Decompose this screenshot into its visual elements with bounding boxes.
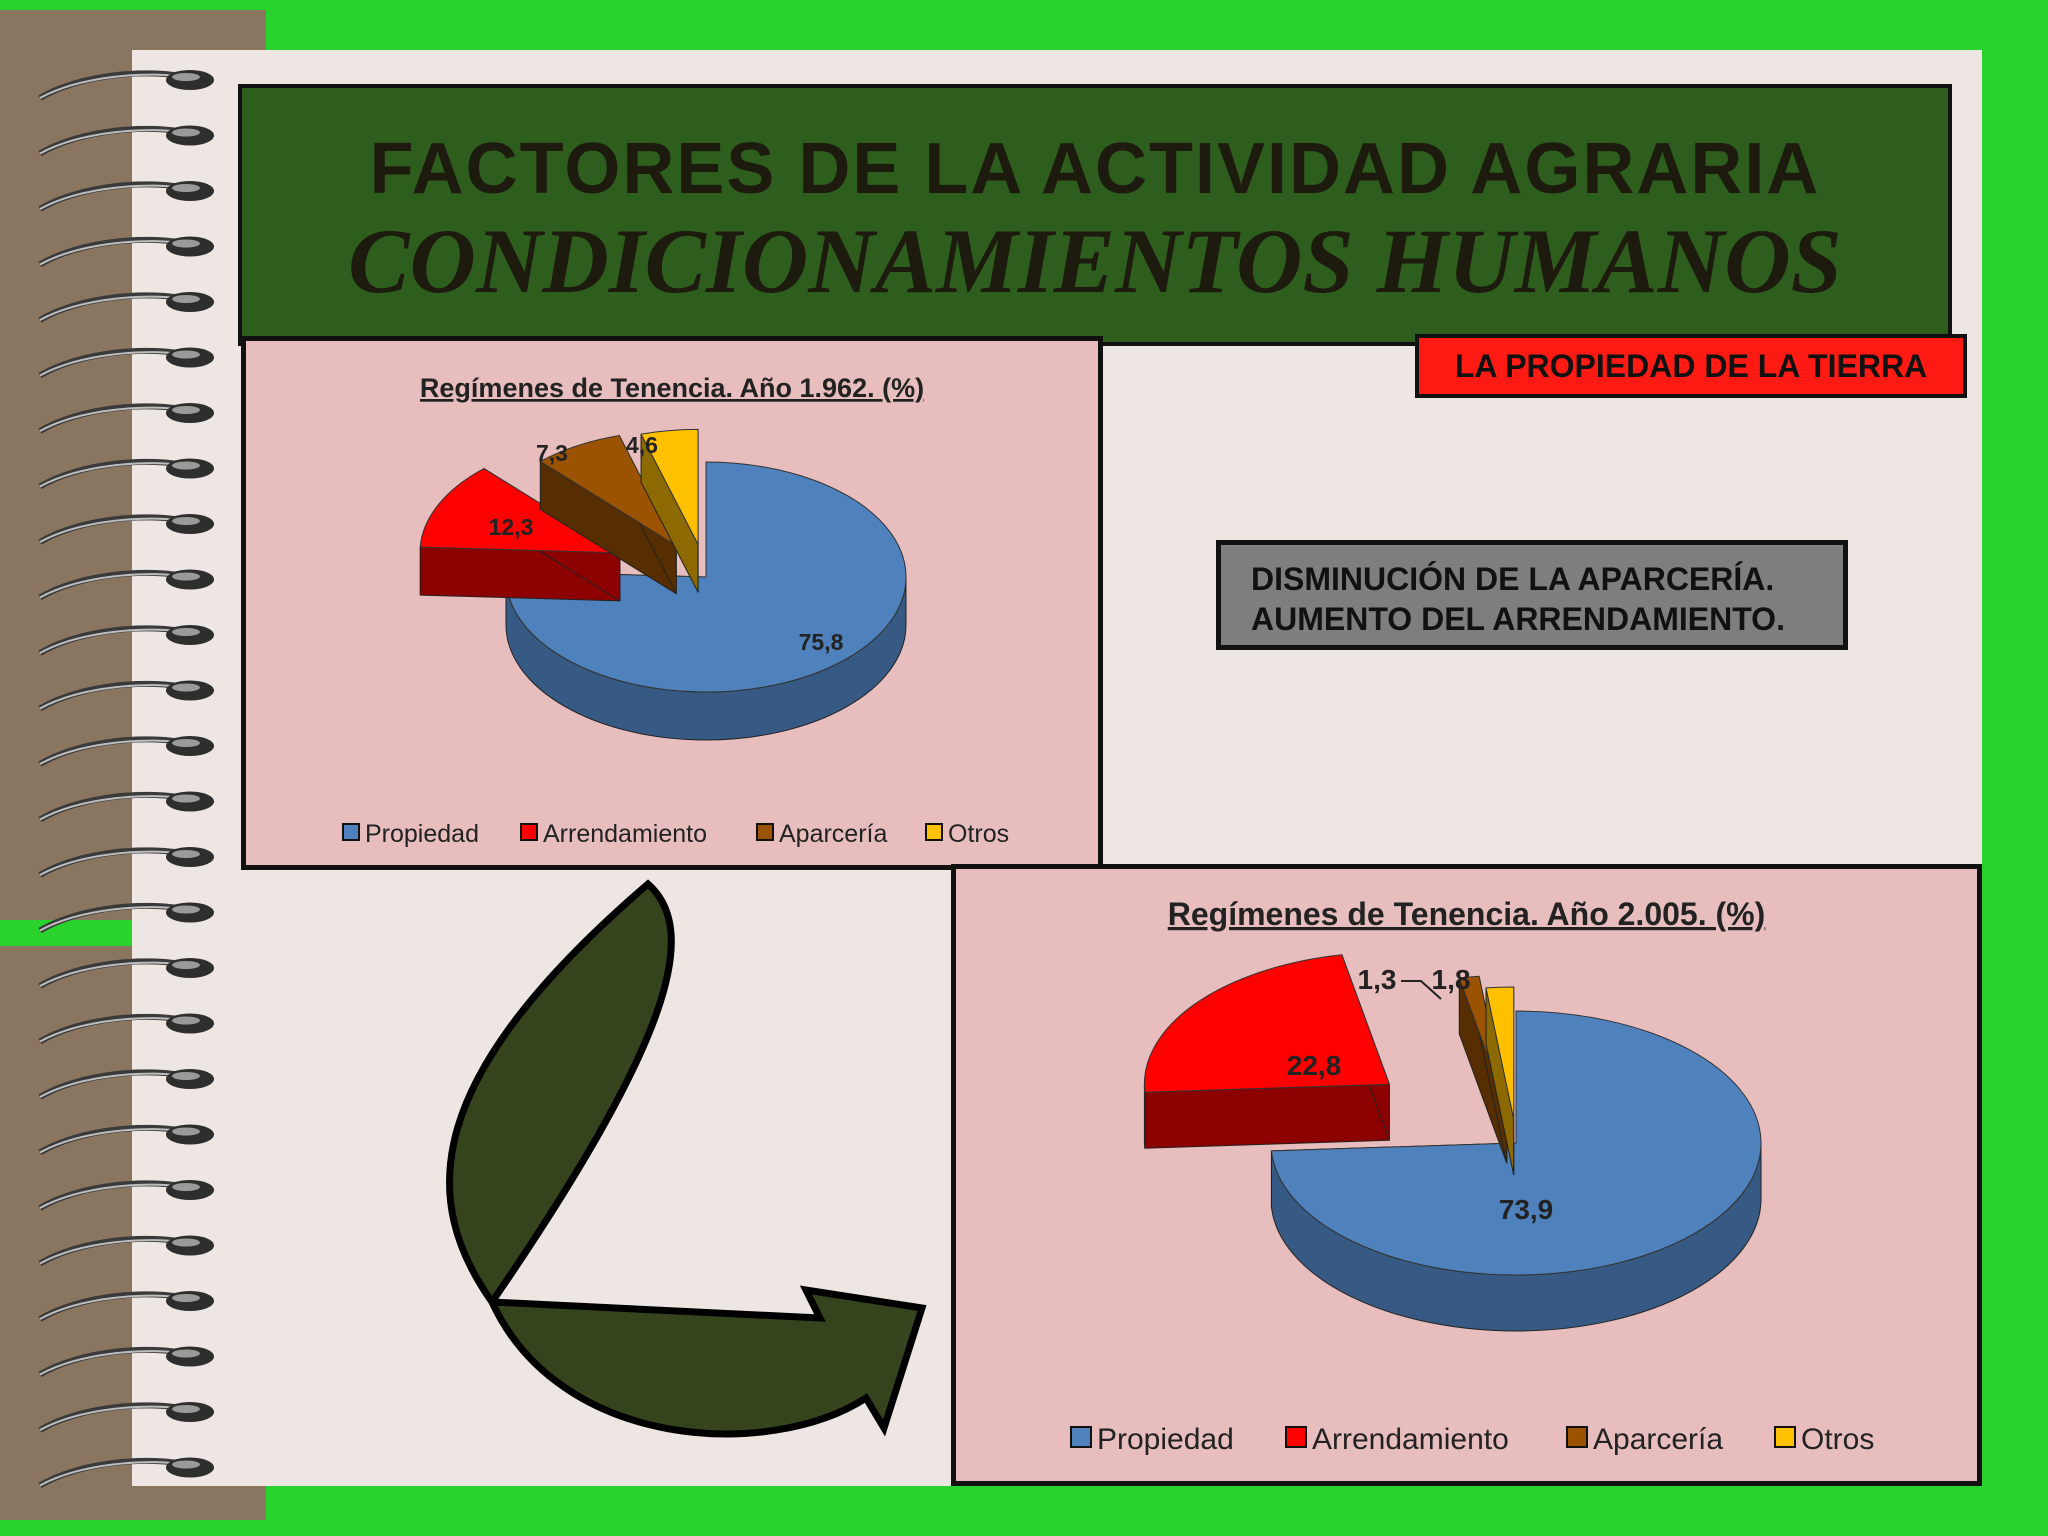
spiral-ring [38,1346,214,1378]
title-box: FACTORES DE LA ACTIVIDAD AGRARIA CONDICI… [238,84,1952,346]
pie-slice-arrendamiento [419,467,622,602]
pie-slice-arrendamiento [1143,954,1391,1149]
spiral-ring [38,181,214,212]
legend-item: Otros [925,820,1009,848]
spiral-ring [38,70,214,101]
spiral-rings [38,70,214,1489]
spiral-ring [38,1069,214,1100]
legend-swatch [1285,1426,1307,1448]
legend-item: Aparcería [756,820,887,848]
legend-label: Arrendamiento [543,820,707,848]
legend-swatch [342,823,360,841]
spiral-ring [38,1291,214,1322]
legend-item: Aparcería [1566,1423,1723,1456]
data-label: 12,3 [489,514,534,540]
legend-label: Propiedad [1097,1423,1234,1456]
topic-banner: LA PROPIEDAD DE LA TIERRA [1415,334,1967,398]
pie-slice-otros [640,428,699,593]
spiral-ring [38,1402,214,1433]
spiral-ring [38,958,214,989]
spiral-ring [38,569,214,601]
spiral-ring [38,403,214,434]
spiral-ring [38,292,214,323]
legend-swatch [1566,1426,1588,1448]
spiral-ring [38,1124,214,1156]
chart-title: Regímenes de Tenencia. Año 2.005. (%) [1168,896,1766,932]
page-title: FACTORES DE LA ACTIVIDAD AGRARIA [369,129,1821,209]
data-label: 73,9 [1499,1194,1554,1225]
chart-panel-2005: Regímenes de Tenencia. Año 2.005. (%) 73,… [951,864,1982,1486]
chart-panel-1962: Regímenes de Tenencia. Año 1.962. (%) 75,… [241,336,1103,870]
conclusion-callout: DISMINUCIÓN DE LA APARCERÍA. AUMENTO DEL… [1216,540,1848,650]
legend-swatch [925,823,943,841]
legend-item: Otros [1774,1423,1874,1456]
legend-swatch [756,823,774,841]
callout-line-1: DISMINUCIÓN DE LA APARCERÍA. [1251,561,1775,597]
callout-line-2: AUMENTO DEL ARRENDAMIENTO. [1251,601,1785,637]
spiral-ring [38,680,214,712]
spiral-ring [38,236,214,268]
spiral-ring [38,1235,214,1267]
data-label: 75,8 [799,629,844,655]
legend-item: Arrendamiento [1285,1423,1509,1456]
pie-slice-propiedad [1270,1010,1762,1332]
spiral-ring [38,847,214,878]
legend-item: Propiedad [342,820,479,848]
binding-gap [0,920,136,946]
pie-chart-1962: Regímenes de Tenencia. Año 1.962. (%) 75,… [342,373,1009,848]
pie-slice-aparcera [539,434,678,595]
pie-chart-2005: Regímenes de Tenencia. Año 2.005. (%) 73,… [1070,896,1874,1456]
spiral-ring [38,458,214,490]
legend-swatch [520,823,538,841]
data-label: 1,8 [1432,964,1471,995]
data-label: 7,3 [536,440,568,466]
data-label: 1,3 [1358,964,1397,995]
page-subtitle: CONDICIONAMIENTOS HUMANOS [348,210,1842,312]
spiral-ring [38,1180,214,1211]
spiral-ring [38,625,214,656]
legend-item: Arrendamiento [520,820,707,848]
legend-label: Propiedad [365,820,479,848]
legend-swatch [1070,1426,1092,1448]
data-label: 22,8 [1287,1050,1342,1081]
spiral-ring [38,125,214,157]
legend-label: Aparcería [779,820,887,848]
spiral-ring [38,514,214,545]
data-label: 4,6 [626,432,658,458]
legend-label: Otros [948,820,1009,848]
legend-label: Aparcería [1593,1423,1723,1456]
leader-line [1401,980,1442,1000]
spiral-ring [38,347,214,379]
legend-label: Arrendamiento [1312,1423,1509,1456]
legend-swatch [1774,1426,1796,1448]
spiral-ring [38,1013,214,1045]
spiral-ring [38,1457,214,1489]
pie-slice-otros [1485,986,1515,1176]
spiral-ring [38,791,214,823]
spiral-ring [38,902,214,934]
legend-item: Propiedad [1070,1423,1234,1456]
legend-label: Otros [1801,1423,1874,1456]
spiral-ring [38,736,214,767]
chart-title: Regímenes de Tenencia. Año 1.962. (%) [420,373,924,403]
